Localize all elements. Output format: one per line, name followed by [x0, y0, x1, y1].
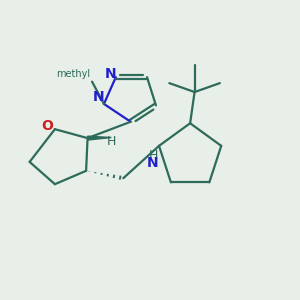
Text: H: H — [148, 149, 158, 162]
Text: H: H — [107, 135, 116, 148]
Text: methyl: methyl — [56, 69, 90, 79]
Text: N: N — [93, 89, 105, 103]
Text: N: N — [105, 67, 117, 81]
Text: O: O — [41, 119, 53, 133]
Polygon shape — [88, 136, 111, 140]
Text: N: N — [147, 156, 159, 170]
